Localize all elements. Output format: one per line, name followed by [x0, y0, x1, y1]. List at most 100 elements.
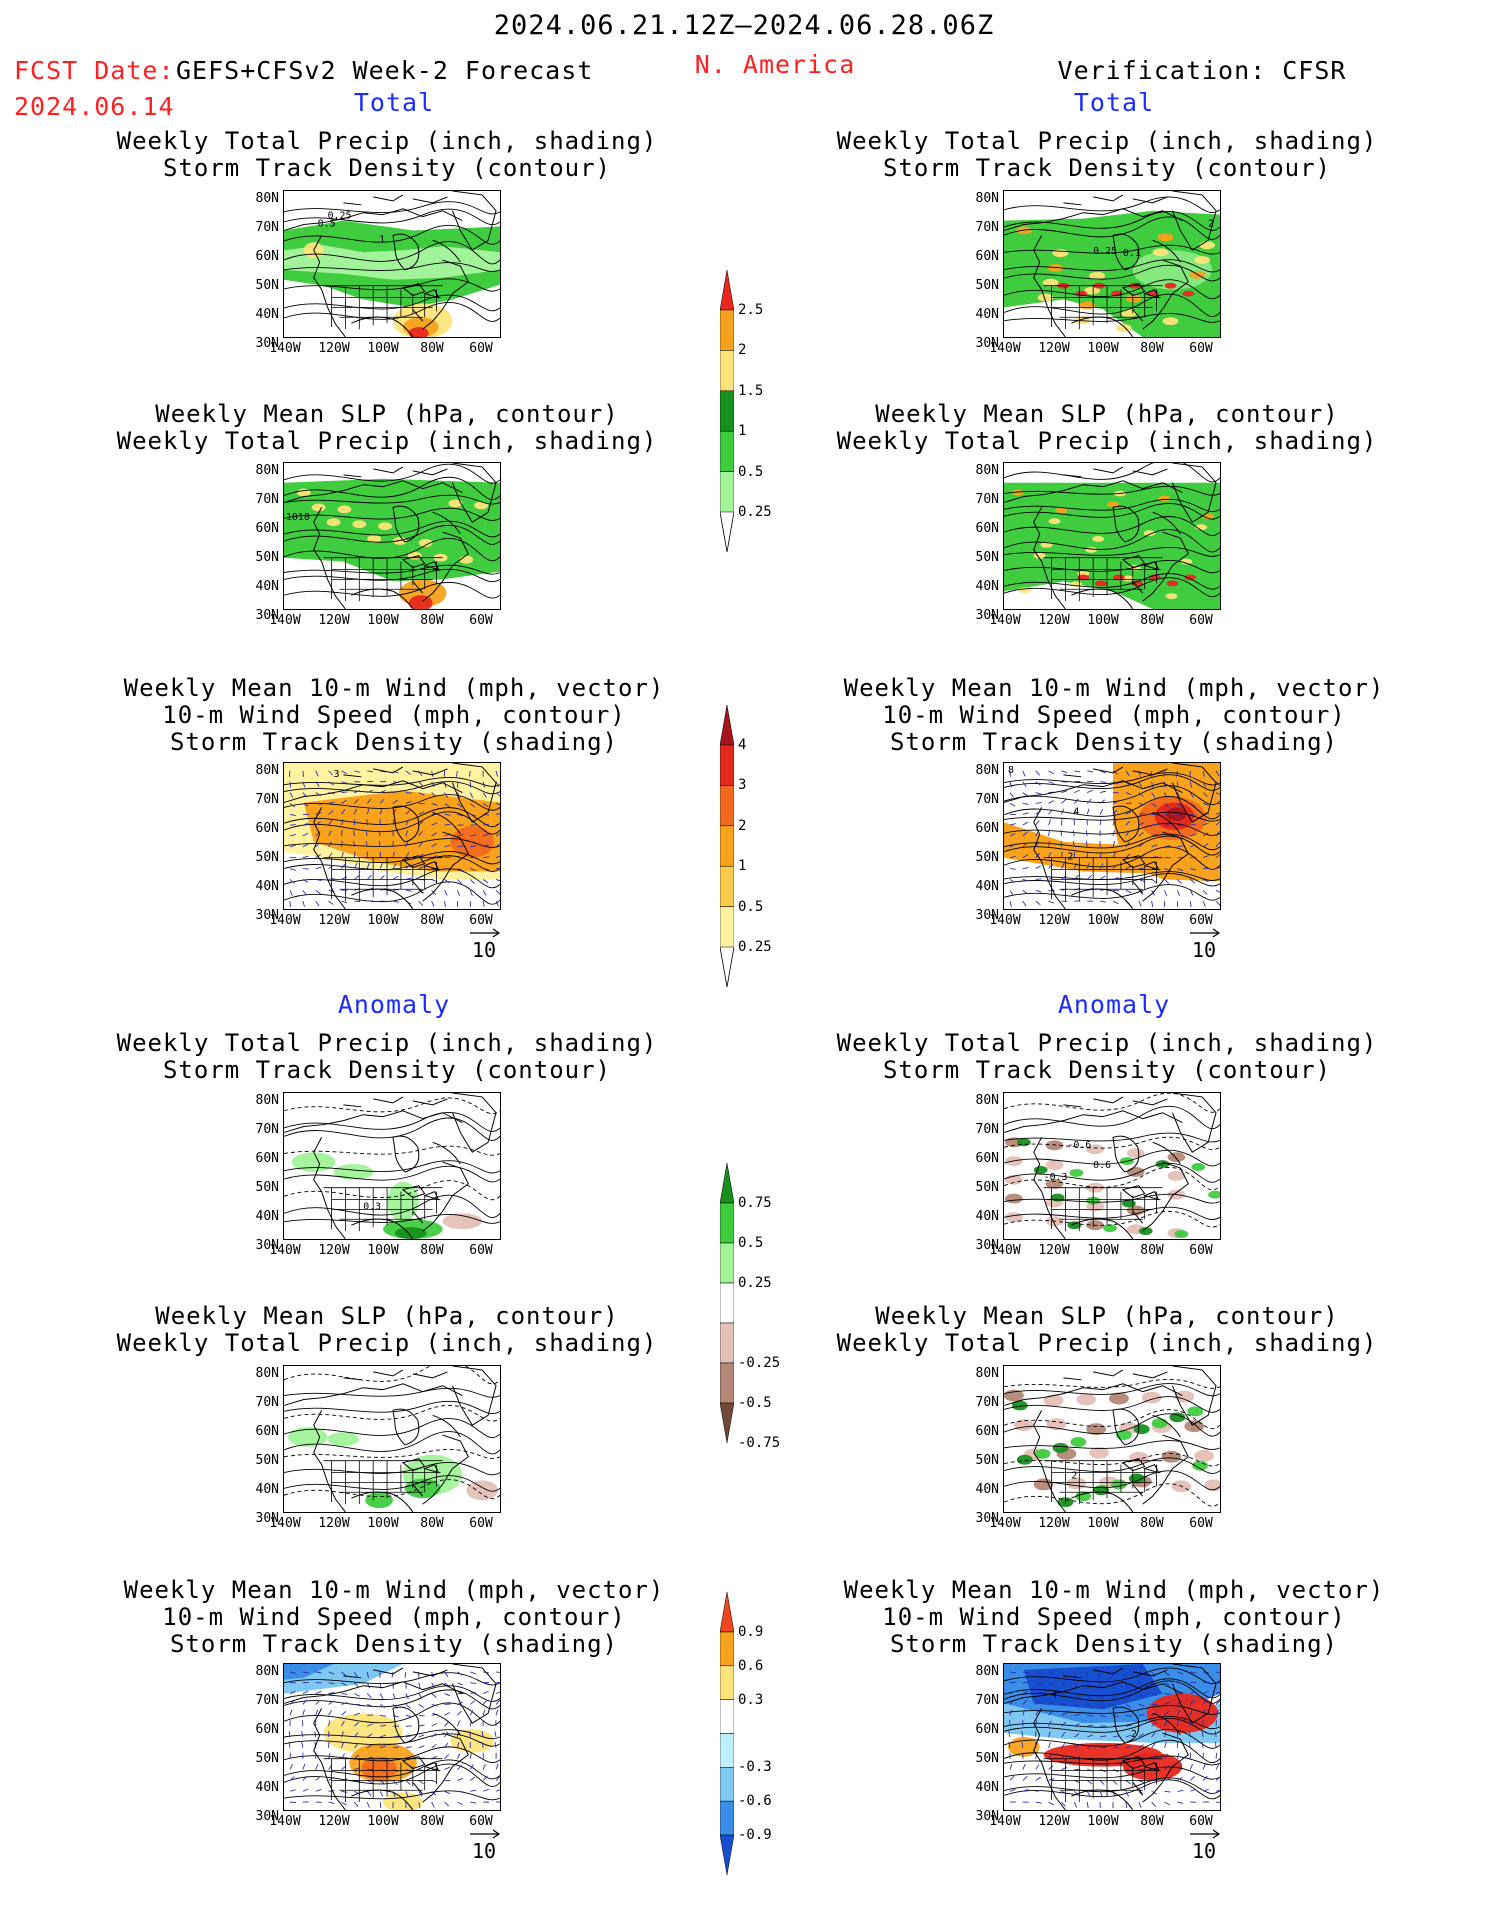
lat-tick-label: 30N [975, 908, 999, 923]
shading-region [1184, 574, 1197, 581]
colorbar-swatch [719, 269, 735, 311]
lat-tick-label: 70N [975, 492, 999, 507]
lon-tick-label: 100W [1087, 1814, 1119, 1829]
panel-title-5: Weekly Mean 10-m Wind (mph, vector) 10-m … [123, 674, 665, 756]
shading-region [408, 327, 429, 337]
contour-label: -0.3 [1044, 1172, 1068, 1183]
shading-region [1004, 822, 1163, 874]
lon-tick-label: 60W [469, 1814, 493, 1829]
map-panel-11 [283, 1663, 501, 1811]
map-canvas [284, 1664, 500, 1810]
lat-tick-label: 50N [255, 850, 279, 865]
lon-tick-label: 80W [1140, 913, 1164, 928]
lon-tick-label: 120W [318, 1814, 350, 1829]
colorbar-swatch [719, 1733, 735, 1768]
lat-tick-label: 80N [255, 1093, 279, 1108]
map-panel-7: 0.3 [283, 1092, 501, 1240]
colorbar-label: 0.25 [738, 939, 772, 955]
lon-tick-label: 120W [1038, 613, 1070, 628]
shading-region [367, 535, 382, 543]
colorbar-swatch [719, 1699, 735, 1734]
coastline [284, 191, 497, 337]
colorbar-label: -0.9 [738, 1827, 772, 1843]
shading-region [383, 1792, 423, 1810]
shading-region [387, 1181, 419, 1222]
map-panel-6: 8 2 4 [1003, 762, 1221, 910]
shading-region [466, 1480, 499, 1501]
fcst-date-label: FCST Date: [14, 56, 175, 85]
colorbar-swatch [719, 1322, 735, 1364]
shading-region [1151, 1418, 1168, 1429]
colorbar-label: 0.6 [738, 1657, 764, 1674]
lat-tick-label: 70N [975, 1395, 999, 1410]
lon-tick-label: 100W [367, 1243, 399, 1258]
lat-tick-label: 80N [975, 1366, 999, 1381]
lat-tick-label: 60N [255, 1424, 279, 1439]
colorbar-label: -0.3 [738, 1759, 772, 1776]
lat-tick-label: 30N [255, 908, 279, 923]
colorbar-label: 0.5 [738, 898, 764, 915]
colorbar-swatch [719, 704, 735, 746]
shading-region [284, 245, 500, 280]
map-canvas: 2 0.25 0.1 [1004, 191, 1220, 337]
region-label: N. America [694, 50, 856, 79]
coastline [1004, 191, 1217, 337]
shading-region [1111, 1479, 1127, 1490]
shading-region [284, 1664, 334, 1680]
lat-tick-label: 40N [255, 307, 279, 322]
lat-tick-label: 60N [255, 1722, 279, 1737]
shading-region [1162, 317, 1179, 326]
lat-tick-label: 70N [255, 492, 279, 507]
colorbar-swatch [719, 1834, 735, 1876]
vector-reference-value: 10 [1192, 938, 1217, 962]
lon-tick-label: 100W [367, 341, 399, 356]
lat-tick-label: 30N [975, 336, 999, 351]
lon-tick-label: 100W [367, 913, 399, 928]
colorbar-swatch [719, 906, 735, 948]
lon-tick-label: 60W [1189, 341, 1213, 356]
lat-tick-label: 70N [255, 792, 279, 807]
shading-region [1174, 1390, 1195, 1403]
colorbar-open-end [719, 946, 735, 988]
colorbar-label: -0.6 [738, 1793, 772, 1810]
lon-tick-label: 80W [1140, 341, 1164, 356]
lat-tick-label: 40N [255, 1482, 279, 1497]
map-canvas: 0.250.5 1 [284, 191, 500, 337]
shading-region [1013, 1419, 1034, 1432]
shading-region [1112, 574, 1125, 581]
lat-tick-label: 60N [975, 1722, 999, 1737]
lon-tick-label: 120W [1038, 1243, 1070, 1258]
shading-region [1048, 518, 1061, 525]
coastline [284, 1093, 497, 1239]
lat-tick-label: 50N [255, 278, 279, 293]
shading-region [474, 501, 489, 510]
lon-tick-label: 140W [269, 1814, 301, 1829]
colorbar-label: 0.9 [738, 1624, 764, 1640]
shading-region [1069, 1168, 1084, 1177]
lat-tick-label: 70N [975, 1693, 999, 1708]
map-canvas [1004, 463, 1220, 609]
shading-region [1174, 1230, 1189, 1239]
shading-region [1109, 1392, 1129, 1405]
map-canvas: 42 [1004, 1664, 1220, 1810]
colorbar-label: 1 [738, 423, 747, 440]
shading-region [378, 522, 392, 531]
shading-region [1043, 1394, 1064, 1407]
colorbar-label: -0.5 [738, 1395, 772, 1411]
lon-tick-label: 80W [420, 1516, 444, 1531]
lon-tick-label: 80W [420, 341, 444, 356]
lon-tick-label: 80W [1140, 1243, 1164, 1258]
shading-region [392, 536, 407, 545]
state-borders [323, 857, 443, 902]
colorbar-open-end [719, 511, 735, 553]
coastline [1004, 763, 1217, 909]
shading-region [1085, 546, 1098, 553]
vector-reference: 10 [468, 928, 502, 962]
lat-tick-label: 40N [975, 1209, 999, 1224]
lat-tick-label: 60N [255, 521, 279, 536]
shading-region [1132, 250, 1213, 290]
lon-tick-label: 80W [420, 613, 444, 628]
lat-tick-label: 70N [255, 1693, 279, 1708]
lon-tick-label: 100W [367, 613, 399, 628]
